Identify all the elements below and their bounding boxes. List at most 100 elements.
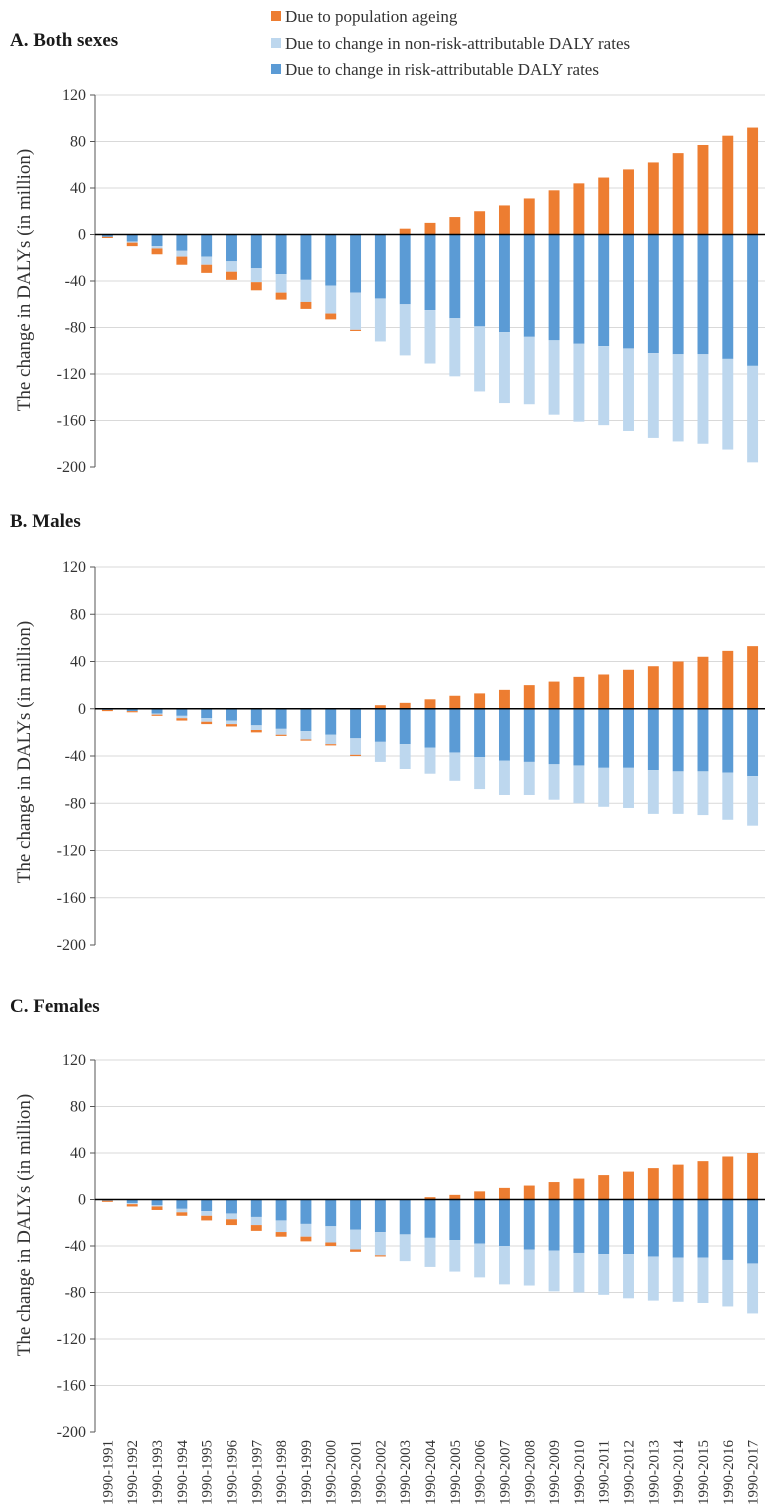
- bar-ageing: [672, 1164, 684, 1200]
- bar-ageing: [474, 1191, 486, 1200]
- bar-non-risk: [275, 274, 287, 293]
- bar-risk: [250, 708, 262, 726]
- bar-ageing: [226, 1219, 237, 1226]
- bar-ageing: [350, 754, 362, 756]
- bar-non-risk: [623, 1254, 634, 1299]
- bar-risk: [374, 708, 386, 742]
- x-tick-label: 1990-1991: [100, 1440, 116, 1504]
- bar-non-risk: [697, 354, 709, 444]
- bar-non-risk: [424, 747, 436, 774]
- bar-risk: [399, 234, 411, 305]
- bar-risk: [449, 1199, 461, 1241]
- bar-ageing: [151, 248, 163, 255]
- bar-non-risk: [350, 292, 362, 330]
- bar-risk: [672, 1199, 684, 1258]
- bar-non-risk: [250, 1216, 262, 1226]
- bar-risk: [598, 234, 610, 347]
- bar-risk: [647, 708, 659, 771]
- bar-ageing: [424, 1197, 436, 1200]
- y-tick-label: -160: [57, 413, 86, 430]
- bar-risk: [250, 234, 262, 269]
- bar-ageing: [498, 689, 510, 709]
- bar-ageing: [647, 162, 659, 235]
- bar-non-risk: [374, 1232, 386, 1256]
- bar-non-risk: [350, 1229, 362, 1250]
- legend-swatch-non-risk: [271, 38, 281, 48]
- bar-ageing: [598, 674, 610, 709]
- y-tick-label: -200: [57, 1424, 86, 1441]
- y-tick-label: -40: [65, 1238, 86, 1255]
- bar-risk: [449, 708, 461, 753]
- x-tick-label: 1990-1993: [150, 1440, 166, 1504]
- bar-non-risk: [598, 1254, 610, 1295]
- bar-non-risk: [399, 1234, 411, 1262]
- bar-ageing: [697, 144, 709, 235]
- bar-non-risk: [176, 715, 188, 719]
- bar-risk: [747, 1199, 759, 1264]
- bar-risk: [498, 1199, 510, 1246]
- bar-non-risk: [573, 765, 585, 804]
- bar-risk: [275, 1199, 287, 1221]
- y-tick-label: 120: [62, 87, 86, 104]
- x-tick-label: 1990-2016: [721, 1440, 737, 1504]
- x-tick-label: 1990-2005: [448, 1440, 464, 1504]
- y-axis-label: The change in DALYs (in million): [14, 1094, 35, 1356]
- bar-risk: [176, 708, 188, 716]
- bar-non-risk: [498, 1246, 510, 1285]
- bar-non-risk: [672, 354, 684, 442]
- bar-ageing: [747, 646, 759, 709]
- bar-non-risk: [126, 1202, 138, 1205]
- bar-non-risk: [449, 318, 461, 377]
- bar-risk: [201, 708, 213, 719]
- bar-risk: [722, 708, 734, 773]
- bar-ageing: [598, 177, 610, 235]
- bar-ageing: [250, 1225, 262, 1231]
- bar-risk: [523, 1199, 535, 1250]
- x-tick-label: 1990-2010: [572, 1440, 588, 1504]
- bar-risk: [474, 708, 486, 758]
- x-tick-label: 1990-1992: [125, 1440, 141, 1504]
- bar-risk: [101, 234, 113, 237]
- bar-non-risk: [226, 261, 237, 272]
- bar-ageing: [300, 301, 312, 309]
- bar-ageing: [350, 329, 362, 331]
- bar-risk: [226, 1199, 237, 1214]
- bar-ageing: [201, 721, 213, 725]
- bar-non-risk: [201, 256, 213, 265]
- bar-non-risk: [722, 1259, 734, 1307]
- bar-risk: [598, 708, 610, 768]
- y-tick-label: 0: [78, 701, 86, 718]
- bar-ageing: [548, 190, 560, 235]
- y-axis-label: The change in DALYs (in million): [14, 149, 35, 411]
- bar-risk: [623, 708, 634, 768]
- bar-non-risk: [548, 1250, 560, 1292]
- bar-risk: [697, 708, 709, 772]
- legend-label-risk: Due to change in risk-attributable DALY …: [285, 60, 599, 79]
- panel-title: C. Females: [10, 996, 100, 1017]
- y-tick-label: -120: [57, 843, 86, 860]
- bar-non-risk: [424, 310, 436, 364]
- bar-risk: [325, 234, 337, 286]
- bar-ageing: [573, 1178, 585, 1200]
- bar-risk: [176, 234, 188, 251]
- bar-non-risk: [548, 340, 560, 415]
- bar-ageing: [250, 730, 262, 733]
- x-tick-label: 1990-2003: [398, 1440, 414, 1504]
- bar-ageing: [300, 739, 312, 741]
- bar-non-risk: [474, 757, 486, 790]
- bar-ageing: [449, 1194, 461, 1200]
- bar-risk: [523, 708, 535, 762]
- bar-ageing: [275, 1232, 287, 1237]
- bar-non-risk: [722, 772, 734, 820]
- bar-risk: [126, 234, 138, 242]
- bar-non-risk: [250, 268, 262, 283]
- bar-ageing: [598, 1175, 610, 1200]
- bar-ageing: [498, 1187, 510, 1200]
- y-tick-label: 40: [70, 1145, 86, 1162]
- bar-non-risk: [647, 1256, 659, 1301]
- bar-non-risk: [498, 760, 510, 795]
- bar-ageing: [126, 711, 138, 713]
- bar-non-risk: [176, 1208, 188, 1213]
- bar-non-risk: [623, 348, 634, 431]
- bar-non-risk: [523, 336, 535, 405]
